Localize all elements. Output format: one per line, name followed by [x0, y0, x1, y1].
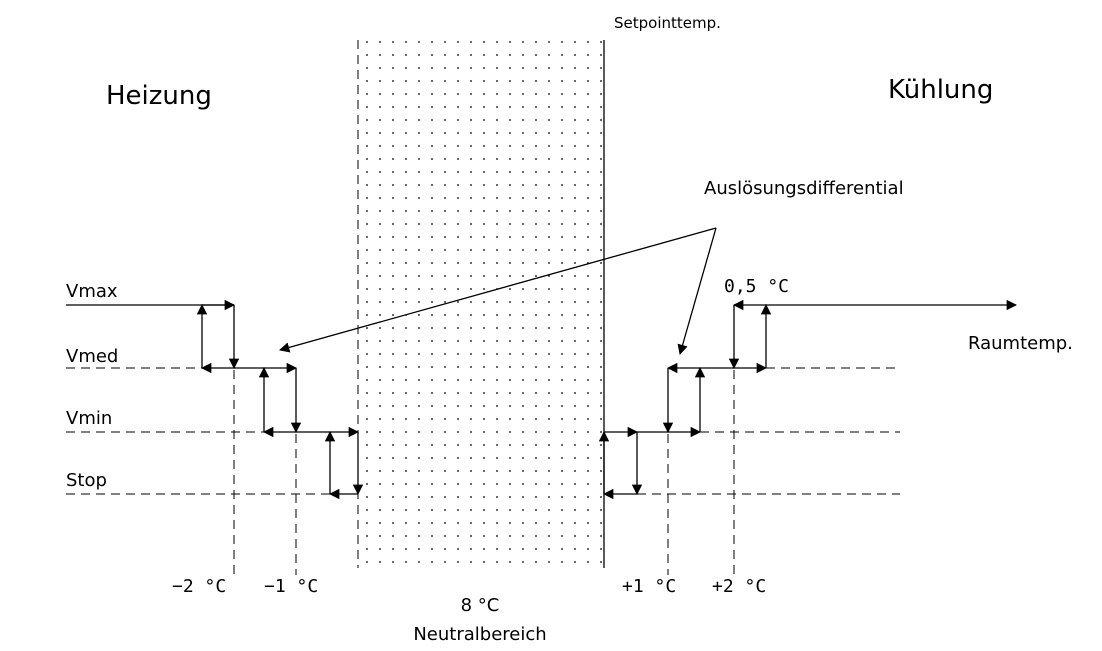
neutral-value-label: 8 °C	[461, 595, 500, 616]
neutral-zone-area	[358, 40, 604, 568]
tick-minus2: −2 °C	[172, 576, 226, 597]
neutral-zone-label: Neutralbereich	[413, 624, 546, 645]
level-vmin: Vmin	[66, 408, 112, 429]
hysteresis-label: 0,5 °C	[724, 276, 789, 297]
trigger-differential-label: Auslösungsdifferential	[704, 178, 904, 199]
tick-plus1: +1 °C	[622, 576, 676, 597]
cooling-steps	[598, 299, 772, 500]
level-vmed: Vmed	[66, 346, 118, 367]
room-temp-label: Raumtemp.	[968, 333, 1073, 354]
heating-steps	[196, 299, 364, 500]
level-vmax: Vmax	[66, 281, 118, 302]
cooling-label: Kühlung	[888, 75, 993, 105]
heating-label: Heizung	[106, 81, 212, 111]
setpoint-label: Setpointtemp.	[614, 14, 721, 32]
tick-plus2: +2 °C	[712, 576, 766, 597]
tick-minus1: −1 °C	[264, 576, 318, 597]
differential-pointers	[278, 227, 717, 355]
level-stop: Stop	[66, 470, 107, 491]
